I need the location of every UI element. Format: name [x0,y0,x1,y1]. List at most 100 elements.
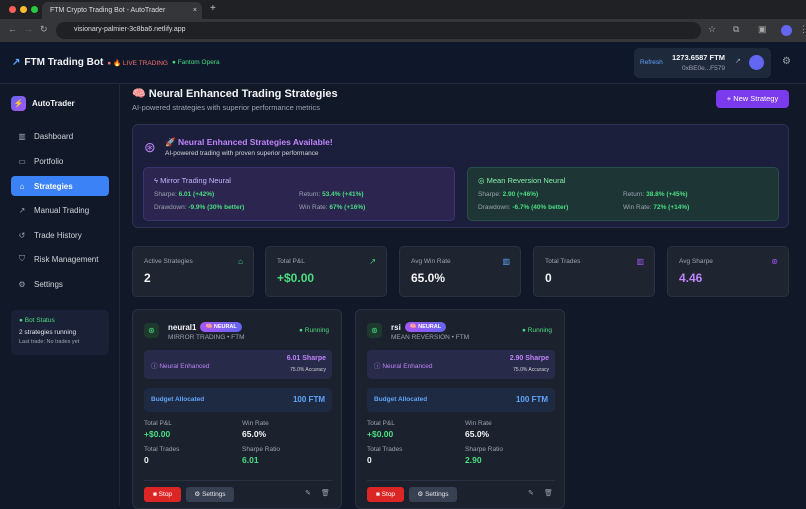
wallet-balance: 1273.6587 FTM [672,53,725,62]
neural-sharpe: 6.01 Sharpe [286,355,326,362]
sidebar-item-settings[interactable]: ⚙ Settings [11,274,109,294]
bar-chart-icon: ▥ [636,257,644,266]
history-icon: ↺ [18,230,26,240]
address-bar-area: ← → ↻ visionary-palmier-3c8ba6.netlify.a… [0,19,806,42]
winrate-value: 65.0% [242,429,267,439]
tab-title: FTM Crypto Trading Bot - AutoTrader [50,7,166,14]
stat-label: Total Trades [545,258,581,265]
sidebar-logo: ⚡ AutoTrader [11,96,75,111]
sidepanel-icon[interactable]: ▣ [758,24,767,34]
settings-button[interactable]: ⚙ Settings [409,487,457,502]
stat-value: 2 [144,271,151,285]
sharpe-label: Sharpe Ratio [465,446,503,453]
stat-total-pnl: Total P&L +$0.00 ↗ [265,246,387,297]
back-icon[interactable]: ← [8,24,17,34]
close-tab-icon[interactable]: × [192,7,197,14]
metric-value: 53.4% (+41%) [322,191,364,198]
settings-label: Settings [202,491,226,498]
zap-icon: ϟ [154,176,158,185]
minimize-window-button[interactable] [20,6,27,13]
neural-accuracy: 75.0% Accuracy [513,367,549,373]
url-input[interactable]: visionary-palmier-3c8ba6.netlify.app [56,22,701,39]
main-content: 🧠 Neural Enhanced Trading Strategies AI-… [120,84,806,509]
strategy-type: MEAN REVERSION • FTM [391,334,470,341]
brain-icon: ⊛ [144,323,159,338]
sidebar-item-strategies[interactable]: ⌂ Strategies [11,176,109,196]
profile-avatar[interactable] [781,25,792,36]
strategies-running: 2 strategies running [19,329,77,336]
new-strategy-button[interactable]: + New Strategy [716,90,789,108]
gear-icon[interactable]: ⚙ [782,56,791,67]
sharpe-label: Sharpe Ratio [242,446,280,453]
strategy-name: ϟ Mirror Trading Neural [154,176,444,185]
sidebar-item-dashboard[interactable]: ▥ Dashboard [11,126,109,146]
refresh-button[interactable]: Refresh [640,59,663,66]
browser-tab[interactable]: FTM Crypto Trading Bot - AutoTrader × [42,2,202,19]
sidebar-item-label: Settings [34,279,63,289]
sidebar-item-label: Manual Trading [34,205,90,215]
maximize-window-button[interactable] [31,6,38,13]
banner-title: 🚀 Neural Enhanced Strategies Available! [165,137,333,147]
sidebar-item-risk-management[interactable]: ⛉ Risk Management [11,249,109,269]
stat-avg-win-rate: Avg Win Rate 65.0% ▥ [399,246,521,297]
extensions-icon[interactable]: ⧉ [733,24,740,34]
network-badge: ● Fantom Opera [171,59,220,66]
budget-label: Budget Allocated [374,396,428,403]
reload-icon[interactable]: ↻ [40,24,48,34]
neural-text: Neural Enhanced [382,363,433,370]
stat-active-strategies: Active Strategies 2 ⌂ [132,246,254,297]
wallet-icon: ▭ [18,156,26,166]
divider [144,480,332,481]
neural-strategy-card[interactable]: ◎ Mean Reversion Neural Sharpe: 2.90 (+4… [467,167,779,221]
metric-label: Win Rate: [299,204,328,211]
app-header: ↗ FTM Trading Bot ● 🔥 LIVE TRADING ● Fan… [0,42,806,84]
settings-button[interactable]: ⚙ Settings [186,487,234,502]
budget-value: 100 FTM [292,395,325,404]
last-trade: Last trade: No trades yet [19,339,80,345]
stat-value: 4.46 [679,271,703,285]
stat-label: Active Strategies [144,258,193,265]
winrate-label: Win Rate [465,420,492,427]
gear-icon: ⚙ [18,279,26,289]
trades-label: Total Trades [144,446,180,453]
brain-icon: ⊛ [144,139,156,155]
sharpe-metric: Sharpe: 6.01 (+42%) [154,191,299,198]
stat-total-trades: Total Trades 0 ▥ [533,246,655,297]
winrate-value: 65.0% [465,429,490,439]
wallet-icon[interactable] [749,55,764,70]
brand: ↗ FTM Trading Bot ● 🔥 LIVE TRADING ● Fan… [12,57,220,68]
menu-icon[interactable]: ⋮ [799,24,806,34]
neural-sharpe: 2.90 Sharpe [509,355,549,362]
sidebar: ⚡ AutoTrader ▥ Dashboard ▭ Portfolio ⌂ Strat… [0,84,120,506]
strategy-name-text: Mean Reversion Neural [486,176,566,185]
metric-label: Sharpe: [478,191,501,198]
sharpe-metric: Sharpe: 2.90 (+46%) [478,191,623,198]
close-window-button[interactable] [9,6,16,13]
metric-label: Drawdown: [154,204,187,211]
stop-button[interactable]: ■ Stop [367,487,404,502]
neural-strategy-card[interactable]: ϟ Mirror Trading Neural Sharpe: 6.01 (+4… [143,167,455,221]
new-tab-button[interactable]: + [210,3,216,14]
strategy-card: ⊛ neural1 🧠 NEURAL MIRROR TRADING • FTM ●… [132,309,342,509]
forward-icon[interactable]: → [24,24,33,34]
trash-icon[interactable]: 🗑 [544,490,553,497]
shield-icon: ⛉ [19,254,25,263]
sharpe-value: 6.01 [242,455,259,465]
edit-icon[interactable]: ✎ [305,490,311,497]
sidebar-item-portfolio[interactable]: ▭ Portfolio [11,151,109,171]
sidebar-item-manual-trading[interactable]: ↗ Manual Trading [11,200,109,220]
sidebar-item-trade-history[interactable]: ↺ Trade History [11,225,109,245]
return-metric: Return: 53.4% (+41%) [299,191,444,198]
status-text: Running [304,327,329,334]
trades-value: 0 [144,455,149,465]
bar-chart-icon: ▥ [18,131,26,141]
edit-icon[interactable]: ✎ [528,490,534,497]
status-badge: ● Running [299,327,329,334]
stop-button[interactable]: ■ Stop [144,487,181,502]
stat-value: 65.0% [411,271,446,285]
logo-icon: ⚡ [11,96,26,111]
bookmark-star-icon[interactable]: ☆ [708,24,717,34]
external-link-icon[interactable]: ↗ [735,58,741,65]
metric-value: 72% (+14%) [653,204,690,211]
trash-icon[interactable]: 🗑 [321,490,330,497]
